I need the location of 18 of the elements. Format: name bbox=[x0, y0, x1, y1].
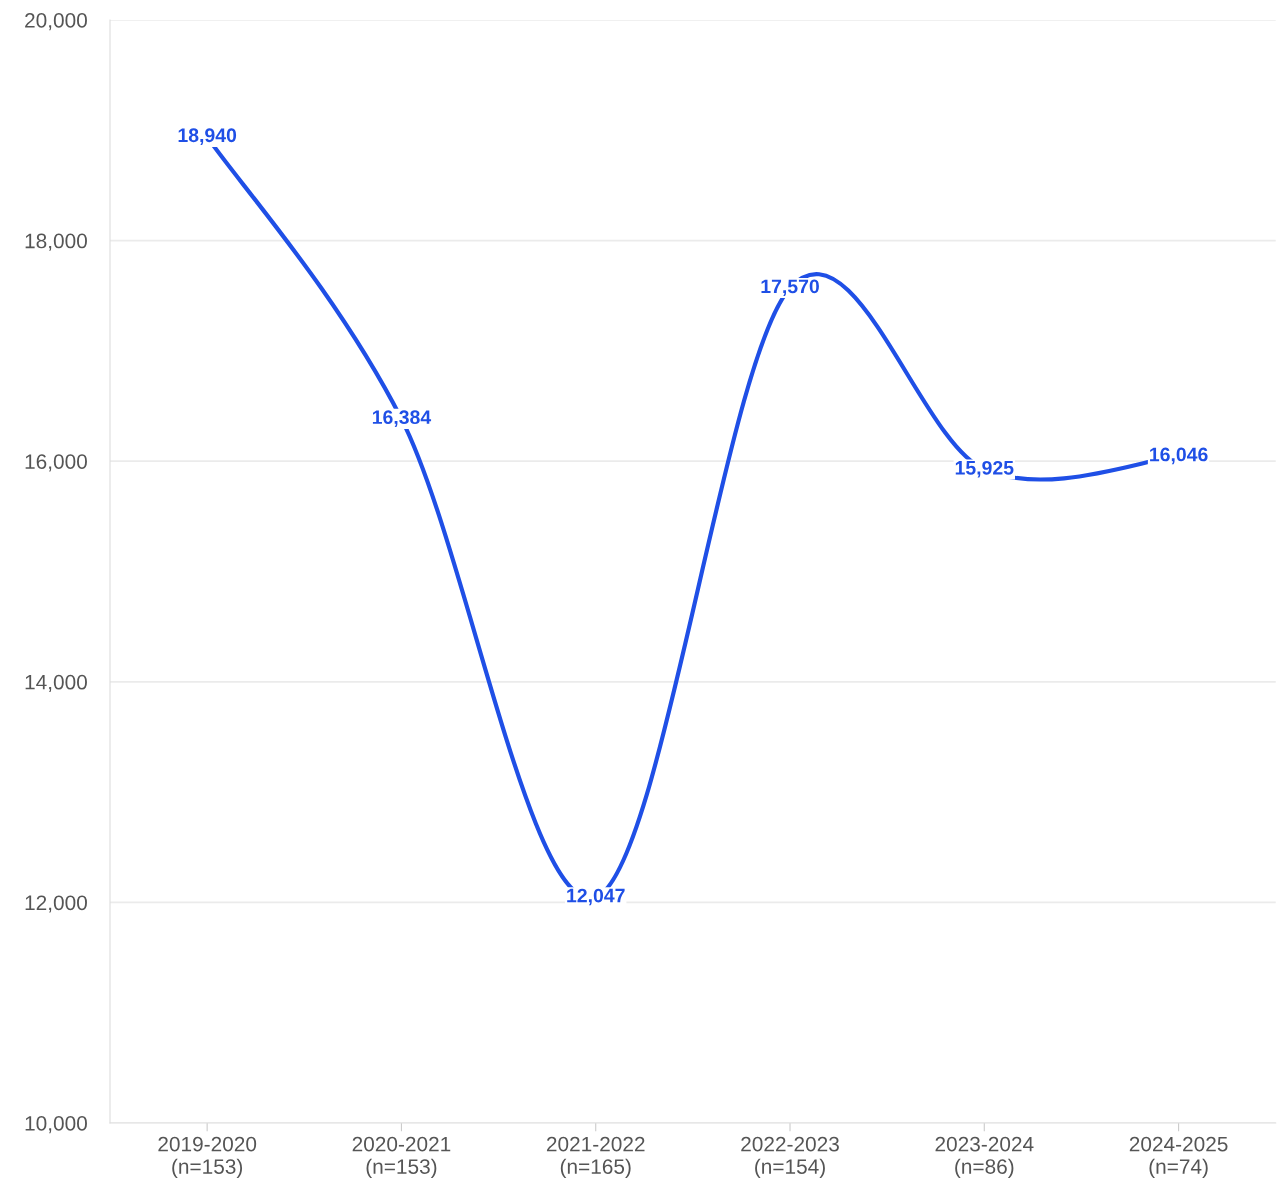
x-tick-label: 2021-2022 (n=165) bbox=[546, 1136, 645, 1179]
y-tick-label: 16,000 bbox=[25, 454, 87, 472]
y-tick-label: 14,000 bbox=[25, 674, 87, 693]
y-tick-label: 12,000 bbox=[25, 895, 87, 913]
y-tick-label: 18,000 bbox=[25, 233, 87, 251]
x-tick-label: 2019-2020 (n=153) bbox=[158, 1136, 257, 1179]
y-tick-label: 20,000 bbox=[25, 13, 87, 31]
text: 12,047 bbox=[567, 888, 625, 906]
x-tick-label: 2022-2023 (n=154) bbox=[741, 1136, 839, 1179]
x-tick-label: 2023-2024 (n=86) bbox=[935, 1136, 1034, 1179]
text: 18,940 bbox=[178, 128, 237, 145]
text: 17,570 bbox=[761, 279, 819, 297]
text: 15,925 bbox=[955, 460, 1014, 478]
x-tick-label: 2020-2021 (n=153) bbox=[352, 1136, 451, 1179]
y-tick-label: 10,000 bbox=[25, 1116, 87, 1134]
text: 16,384 bbox=[372, 410, 432, 427]
x-tick-label: 2024-2025 (n=74) bbox=[1129, 1136, 1228, 1179]
text: 16,046 bbox=[1150, 447, 1208, 465]
